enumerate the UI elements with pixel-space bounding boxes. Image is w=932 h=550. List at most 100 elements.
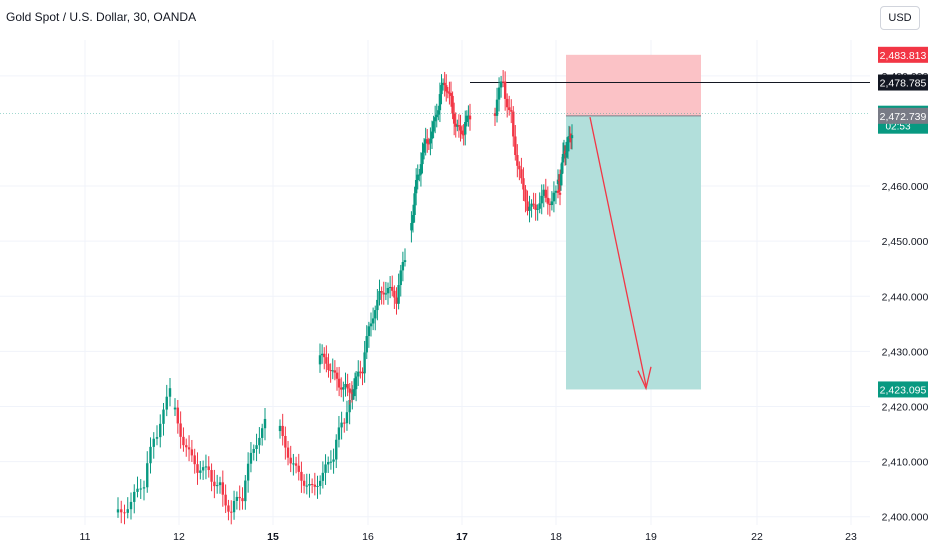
price-label-text: 2,478.785 — [880, 78, 927, 90]
candle-body — [310, 483, 314, 485]
candle-body — [133, 491, 136, 502]
candle-body — [556, 190, 560, 193]
candle-body — [258, 437, 261, 446]
candle-body — [215, 485, 219, 487]
candle-body — [532, 203, 535, 205]
candle-body — [449, 93, 453, 96]
candle-body — [421, 152, 424, 165]
candle-body — [464, 121, 467, 135]
candle-body — [146, 463, 149, 488]
candle-body — [526, 201, 529, 211]
candle-body — [348, 388, 351, 393]
symbol-title: Gold Spot / U.S. Dollar, 30, OANDA — [6, 10, 197, 24]
candle-body — [467, 115, 470, 117]
y-tick-label: 2,460.000 — [882, 181, 929, 193]
candle-body — [255, 445, 258, 449]
candle-body — [427, 143, 431, 145]
candle-body — [199, 470, 202, 473]
candle-body — [221, 482, 225, 495]
candle-body — [318, 480, 322, 486]
candle-body — [501, 81, 505, 83]
candle-body — [352, 389, 356, 394]
candle-body — [534, 204, 537, 210]
candle-body — [350, 392, 354, 394]
candle-body — [554, 190, 558, 193]
candle-body — [357, 371, 360, 377]
candle-body — [376, 299, 379, 311]
candle-body — [286, 447, 290, 458]
candle-body — [378, 291, 381, 300]
candle-body — [522, 178, 525, 190]
candle-body — [238, 496, 241, 499]
candle-body — [468, 115, 472, 120]
candle-body — [418, 174, 421, 176]
stop-loss-zone — [566, 54, 701, 116]
candle-body — [313, 484, 317, 487]
candle-body — [563, 150, 567, 155]
y-tick-label: 2,430.000 — [882, 346, 929, 358]
price-label-box — [878, 46, 928, 63]
candle-body — [232, 500, 236, 513]
candle-body — [448, 92, 451, 94]
candle-body — [235, 496, 239, 501]
candle-body — [294, 463, 298, 466]
currency-button[interactable]: USD — [880, 6, 920, 30]
candle-body — [345, 412, 349, 424]
candle-body — [343, 422, 346, 424]
candle-body — [550, 201, 554, 206]
candle-body — [465, 115, 469, 122]
x-tick-label: 16 — [362, 531, 374, 543]
x-tick-label: 19 — [645, 531, 657, 543]
candle-body — [162, 409, 165, 424]
candle-body — [552, 192, 556, 202]
candle-body — [335, 439, 338, 460]
candle-body — [410, 223, 413, 231]
price-label-text: 2,472.739 — [880, 111, 927, 123]
candle-body — [168, 388, 172, 397]
x-tick-label: 12 — [173, 531, 185, 543]
candle-body — [419, 164, 423, 175]
candle-body — [560, 162, 564, 174]
candle-body — [559, 173, 563, 186]
candle-body — [329, 370, 332, 372]
candle-body — [318, 355, 322, 365]
x-tick-label: 17 — [456, 531, 468, 543]
candle-body — [210, 470, 213, 482]
candle-body — [187, 447, 191, 450]
candle-body — [196, 464, 199, 473]
candle-body — [411, 215, 415, 224]
candle-body — [116, 509, 120, 513]
candle-body — [136, 488, 139, 492]
candle-body — [403, 260, 407, 263]
candle-body — [565, 147, 569, 154]
candle-body — [530, 203, 533, 207]
candle-body — [327, 462, 330, 465]
candle-body — [433, 117, 437, 122]
candle-body — [260, 428, 264, 438]
candle-body — [320, 353, 324, 356]
price-label-text: 2,483.813 — [880, 50, 927, 62]
candle-body — [308, 483, 311, 486]
candle-body — [361, 371, 364, 374]
candle-body — [302, 480, 306, 486]
projection-arrow — [589, 117, 647, 386]
candle-body — [429, 138, 432, 144]
candle-body — [348, 399, 351, 413]
candle-body — [460, 130, 464, 135]
candle-body — [152, 438, 155, 447]
candle-body — [413, 193, 416, 216]
candle-body — [432, 121, 435, 132]
candle-body — [568, 137, 572, 139]
candle-body — [438, 94, 442, 111]
candle-body — [569, 137, 573, 139]
candle-body — [246, 463, 250, 481]
candle-body — [321, 472, 325, 481]
y-tick-label: 2,440.000 — [882, 291, 929, 303]
y-tick-label: 2,410.000 — [882, 457, 929, 469]
candle-body — [540, 195, 543, 204]
candle-body — [374, 310, 377, 319]
projection-arrow-head — [637, 366, 652, 391]
candle-body — [399, 270, 402, 286]
